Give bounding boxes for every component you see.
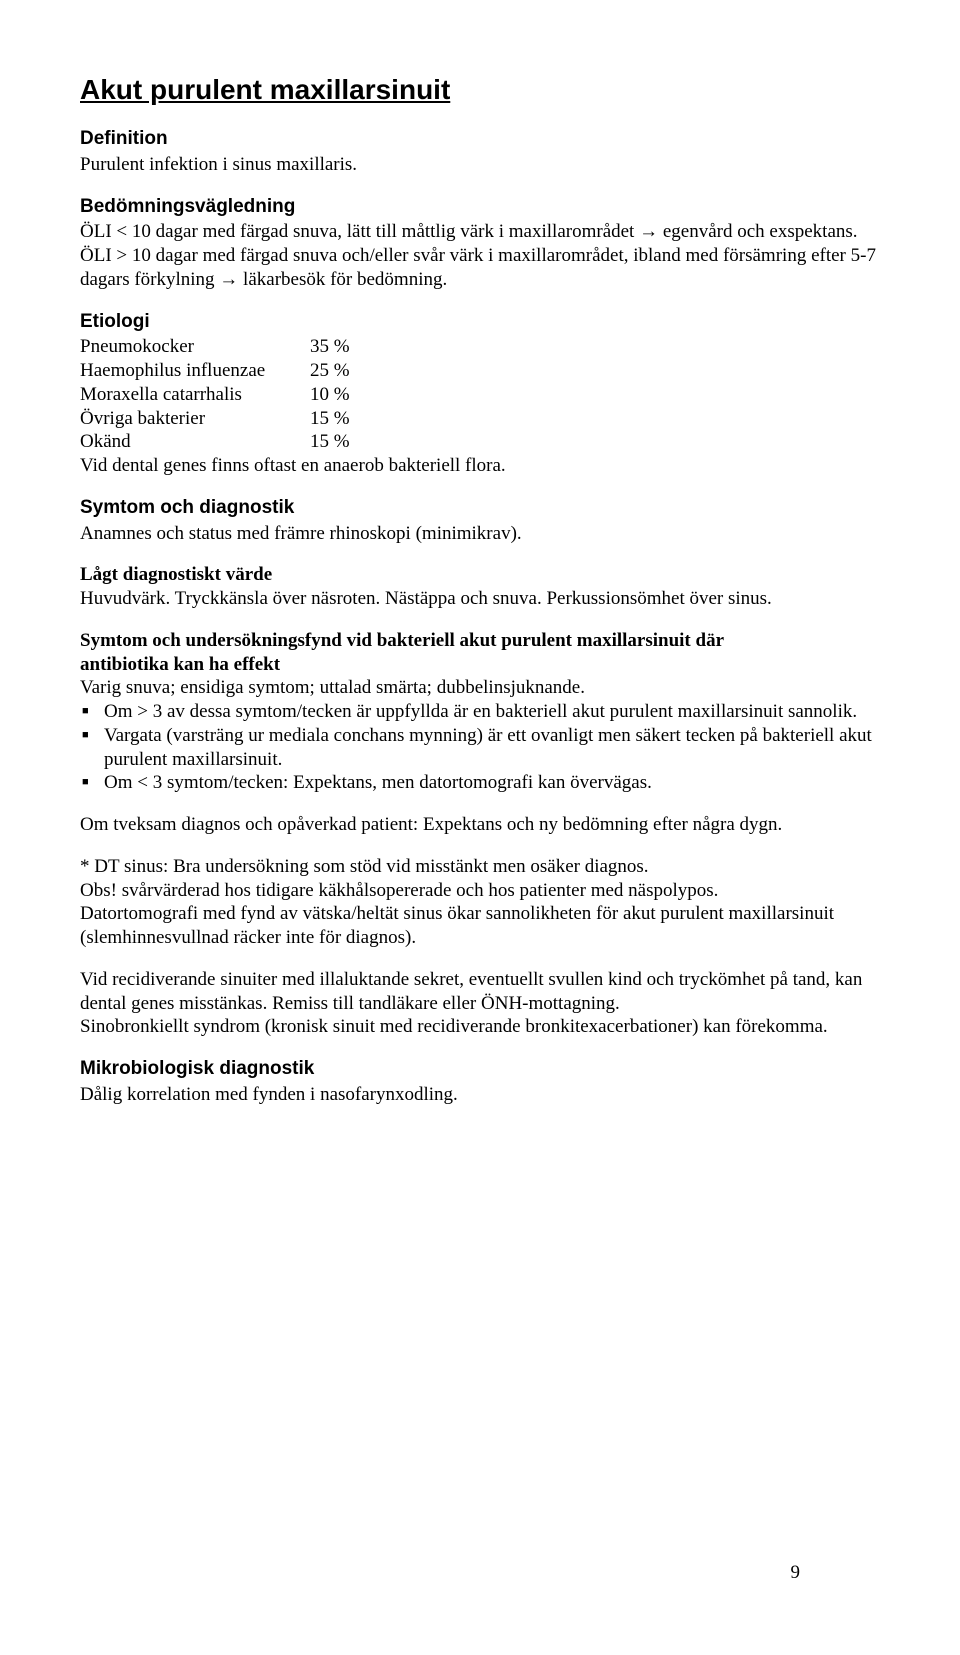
- etiologi-note: Vid dental genes finns oftast en anaerob…: [80, 454, 880, 478]
- page-number: 9: [791, 1561, 801, 1585]
- recidiv-line1: Vid recidiverande sinuiter med illalukta…: [80, 968, 880, 1016]
- symtom-text: Anamnes och status med främre rhinoskopi…: [80, 522, 880, 546]
- table-row: Pneumokocker35 %: [80, 335, 350, 359]
- etiologi-table: Pneumokocker35 % Haemophilus influenzae2…: [80, 335, 350, 454]
- dt-line2: Obs! svårvärderad hos tidigare käkhålsop…: [80, 879, 880, 903]
- bedomning-line2: ÖLI > 10 dagar med färgad snuva och/elle…: [80, 244, 880, 292]
- recidiv-line2: Sinobronkiellt syndrom (kronisk sinuit m…: [80, 1015, 880, 1039]
- heading-ab-effekt-2: antibiotika kan ha effekt: [80, 653, 880, 677]
- table-row: Övriga bakterier15 %: [80, 407, 350, 431]
- heading-bedomning: Bedömningsvägledning: [80, 195, 880, 219]
- etiologi-name: Pneumokocker: [80, 335, 310, 359]
- table-row: Moraxella catarrhalis10 %: [80, 383, 350, 407]
- list-item: Om > 3 av dessa symtom/tecken är uppfyll…: [80, 700, 880, 724]
- heading-lagt: Lågt diagnostiskt värde: [80, 564, 272, 585]
- dt-line1: * DT sinus: Bra undersökning som stöd vi…: [80, 855, 880, 879]
- etiologi-pct: 15 %: [310, 407, 350, 431]
- heading-etiologi: Etiologi: [80, 310, 880, 334]
- etiologi-name: Moraxella catarrhalis: [80, 383, 310, 407]
- list-item: Vargata (varsträng ur mediala conchans m…: [80, 724, 880, 772]
- list-item: Om < 3 symtom/tecken: Expektans, men dat…: [80, 771, 880, 795]
- ab-effekt-bullets: Om > 3 av dessa symtom/tecken är uppfyll…: [80, 700, 880, 795]
- heading-ab-effekt-1: Symtom och undersökningsfynd vid bakteri…: [80, 629, 880, 653]
- heading-symtom: Symtom och diagnostik: [80, 496, 880, 520]
- etiologi-name: Övriga bakterier: [80, 407, 310, 431]
- etiologi-pct: 10 %: [310, 383, 350, 407]
- etiologi-name: Haemophilus influenzae: [80, 359, 310, 383]
- mikro-text: Dålig korrelation med fynden i nasofaryn…: [80, 1083, 880, 1107]
- etiologi-pct: 25 %: [310, 359, 350, 383]
- heading-mikro: Mikrobiologisk diagnostik: [80, 1057, 880, 1081]
- etiologi-pct: 15 %: [310, 430, 350, 454]
- heading-definition: Definition: [80, 127, 880, 151]
- etiologi-name: Okänd: [80, 430, 310, 454]
- lagt-text: Huvudvärk. Tryckkänsla över näsroten. Nä…: [80, 587, 880, 611]
- etiologi-pct: 35 %: [310, 335, 350, 359]
- page-title: Akut purulent maxillarsinuit: [80, 72, 880, 107]
- table-row: Haemophilus influenzae25 %: [80, 359, 350, 383]
- table-row: Okänd15 %: [80, 430, 350, 454]
- dt-line3: Datortomografi med fynd av vätska/heltät…: [80, 902, 880, 950]
- ab-effekt-intro: Varig snuva; ensidiga symtom; uttalad sm…: [80, 676, 880, 700]
- bedomning-line1: ÖLI < 10 dagar med färgad snuva, lätt ti…: [80, 220, 880, 244]
- tveksam-text: Om tveksam diagnos och opåverkad patient…: [80, 813, 880, 837]
- definition-text: Purulent infektion i sinus maxillaris.: [80, 153, 880, 177]
